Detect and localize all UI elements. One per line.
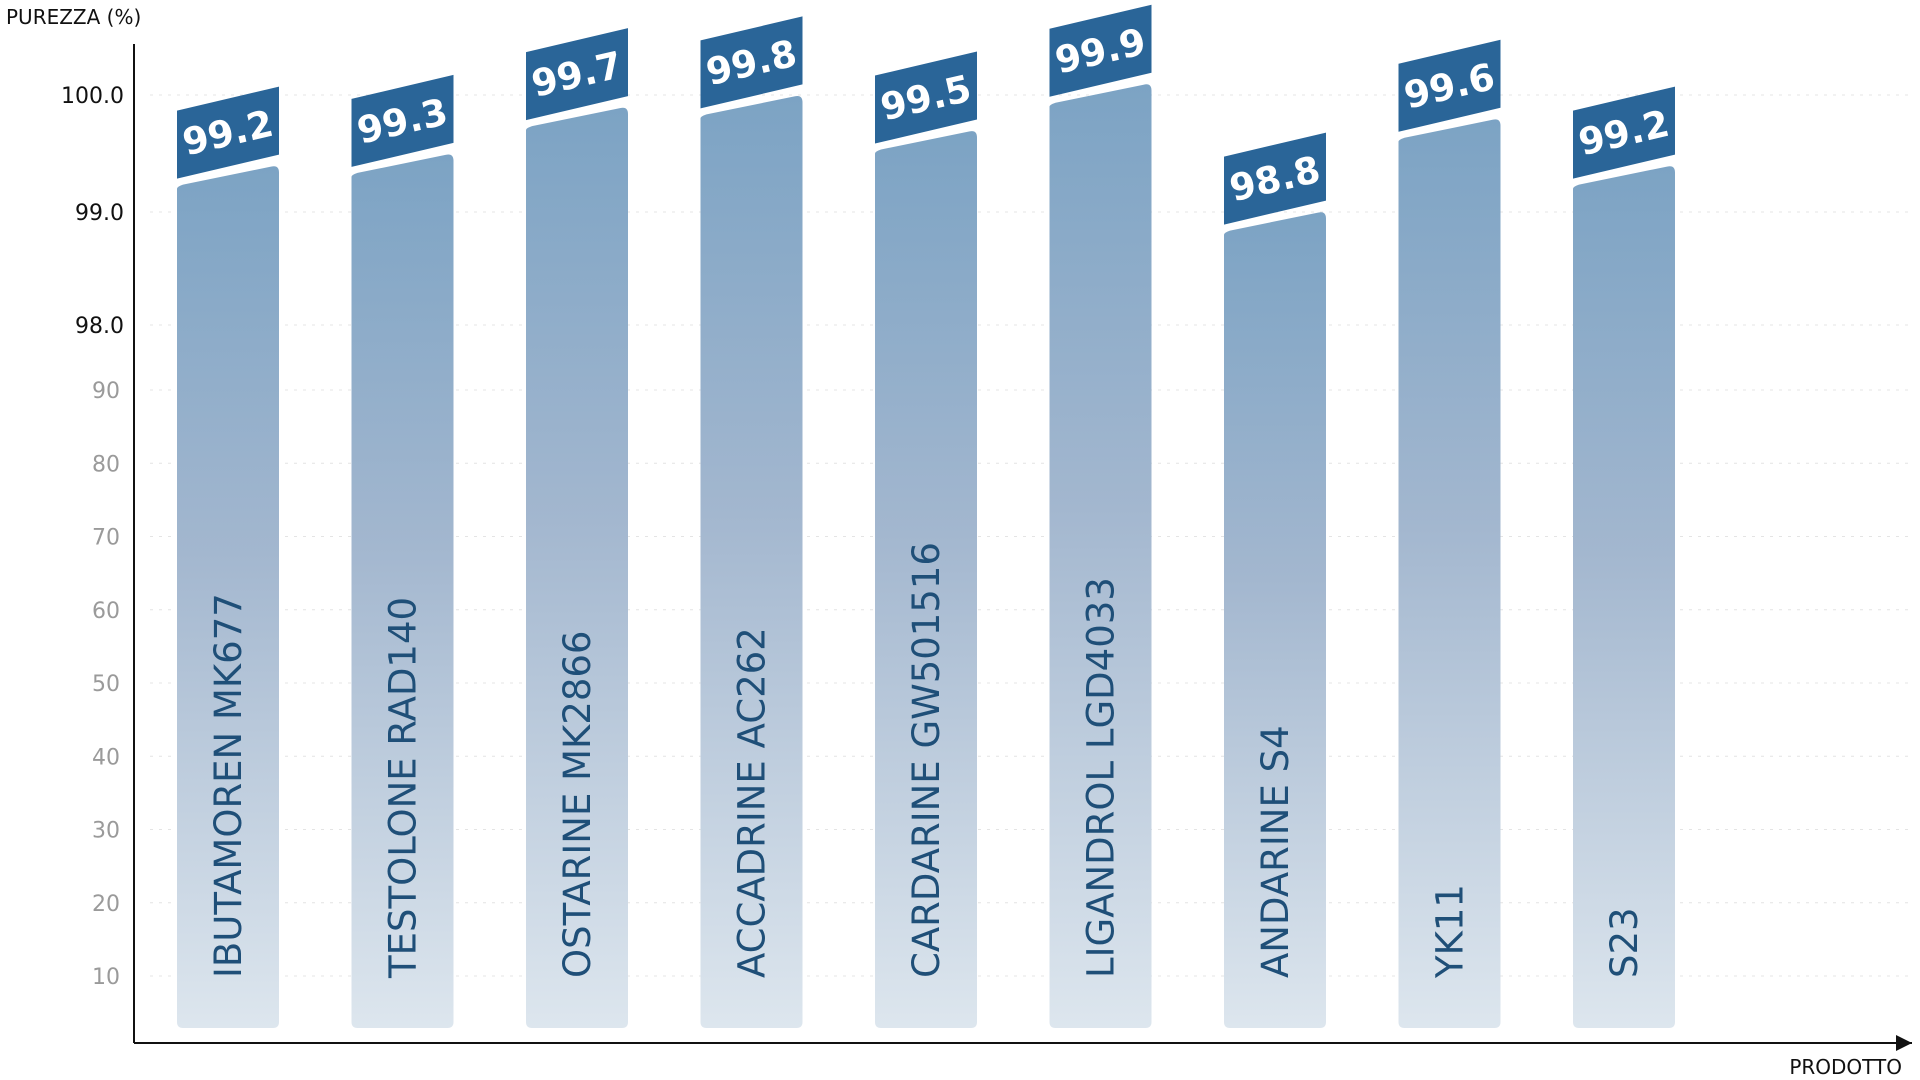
bar bbox=[1573, 166, 1675, 1028]
category-label: LIGANDROL LGD4033 bbox=[1080, 577, 1123, 978]
value-badge bbox=[1049, 4, 1152, 97]
y-tick-labels: 10 20 30 40 50 60 70 80 90 98.0 99.0 100.0 bbox=[61, 84, 124, 990]
value-badge bbox=[875, 51, 977, 144]
bar bbox=[1049, 84, 1152, 1029]
y-tick-label: 80 bbox=[92, 452, 120, 477]
y-tick-label: 20 bbox=[92, 892, 120, 917]
y-tick-label: 99.0 bbox=[75, 201, 124, 226]
y-tick-label: 50 bbox=[92, 672, 120, 697]
value-badge bbox=[1398, 39, 1501, 132]
category-label: CARDARINE GW501516 bbox=[905, 542, 948, 978]
value-badge bbox=[526, 28, 628, 121]
category-label: YK11 bbox=[1429, 884, 1472, 979]
category-label: S23 bbox=[1603, 907, 1646, 978]
y-tick-label: 60 bbox=[92, 599, 120, 624]
category-label: ANDARINE S4 bbox=[1254, 725, 1297, 978]
y-axis-title: PUREZZA (%) bbox=[6, 5, 141, 29]
category-label: TESTOLONE RAD140 bbox=[382, 597, 425, 979]
y-tick-label: 100.0 bbox=[61, 84, 124, 109]
bar bbox=[351, 154, 454, 1028]
y-tick-label: 30 bbox=[92, 819, 120, 844]
value-badge bbox=[177, 86, 279, 179]
value-badge bbox=[1573, 86, 1675, 179]
y-tick-label: 70 bbox=[92, 526, 120, 551]
y-tick-label: 98.0 bbox=[75, 314, 124, 339]
value-badge bbox=[700, 16, 803, 109]
y-tick-label: 90 bbox=[92, 379, 120, 404]
y-tick-label: 10 bbox=[92, 965, 120, 990]
value-badge bbox=[1224, 132, 1326, 225]
value-badge bbox=[351, 74, 454, 167]
y-tick-label: 40 bbox=[92, 745, 120, 770]
bar bbox=[1224, 212, 1326, 1028]
bar bbox=[526, 107, 628, 1028]
category-label: ACCADRINE AC262 bbox=[731, 627, 774, 978]
bar bbox=[1398, 119, 1501, 1028]
category-label: OSTARINE MK2866 bbox=[556, 631, 599, 978]
bar bbox=[700, 96, 803, 1028]
category-label: IBUTAMOREN MK677 bbox=[207, 593, 250, 978]
bar bbox=[875, 131, 977, 1029]
bar bbox=[177, 166, 279, 1028]
x-axis-title: PRODOTTO bbox=[1789, 1055, 1902, 1079]
